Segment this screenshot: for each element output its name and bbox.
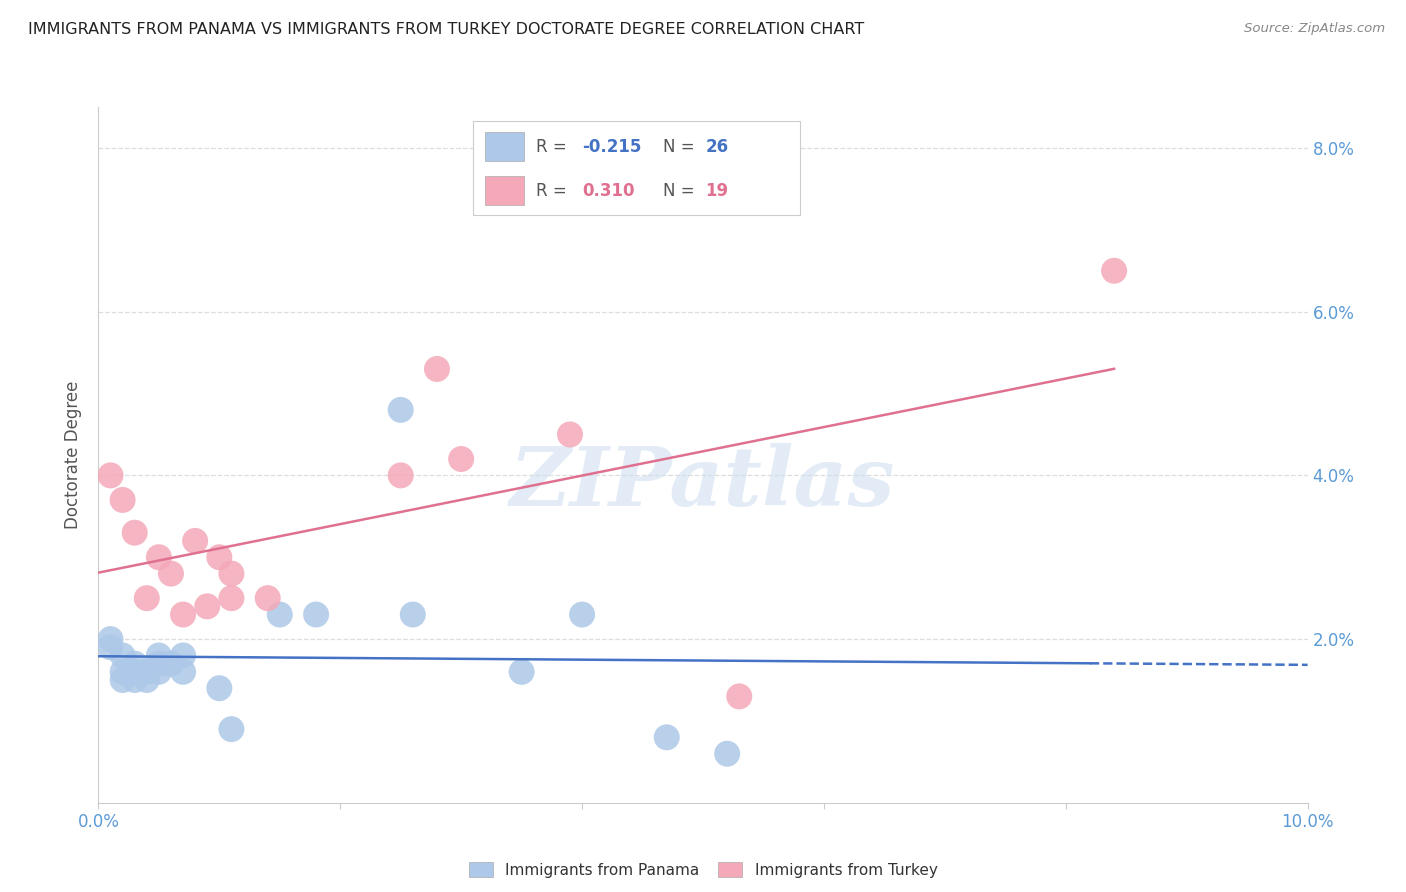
Point [111, 665, 134, 679]
FancyBboxPatch shape [485, 132, 524, 161]
Point [426, 362, 449, 376]
Point [510, 665, 533, 679]
Point [172, 648, 194, 663]
Point [305, 607, 328, 622]
Point [124, 665, 146, 679]
FancyBboxPatch shape [485, 177, 524, 205]
Text: -0.215: -0.215 [582, 137, 641, 156]
Point [135, 665, 157, 679]
Point [208, 550, 231, 565]
Point [148, 550, 170, 565]
Point [402, 607, 425, 622]
Point [172, 665, 194, 679]
Point [221, 566, 243, 581]
Point [184, 533, 207, 548]
Point [124, 657, 146, 671]
Text: 19: 19 [706, 182, 728, 200]
Point [148, 665, 170, 679]
Point [655, 731, 678, 745]
Point [111, 648, 134, 663]
Point [100, 468, 122, 483]
Point [135, 673, 157, 687]
Legend: Immigrants from Panama, Immigrants from Turkey: Immigrants from Panama, Immigrants from … [461, 855, 945, 886]
Point [256, 591, 278, 606]
Point [111, 673, 134, 687]
Text: IMMIGRANTS FROM PANAMA VS IMMIGRANTS FROM TURKEY DOCTORATE DEGREE CORRELATION CH: IMMIGRANTS FROM PANAMA VS IMMIGRANTS FRO… [28, 22, 865, 37]
Point [172, 607, 194, 622]
Text: 26: 26 [706, 137, 728, 156]
Point [148, 648, 170, 663]
Point [221, 722, 243, 736]
Text: N =: N = [664, 182, 700, 200]
Text: ZIPatlas: ZIPatlas [510, 442, 896, 523]
Point [148, 657, 170, 671]
Point [716, 747, 738, 761]
Point [389, 403, 412, 417]
Point [571, 607, 593, 622]
Text: R =: R = [536, 137, 572, 156]
Point [124, 525, 146, 540]
Point [135, 591, 157, 606]
Point [1102, 264, 1125, 278]
Point [728, 690, 751, 704]
Point [100, 632, 122, 646]
Text: N =: N = [664, 137, 700, 156]
Point [208, 681, 231, 696]
Point [124, 673, 146, 687]
Point [450, 452, 472, 467]
Point [100, 640, 122, 655]
Text: Source: ZipAtlas.com: Source: ZipAtlas.com [1244, 22, 1385, 36]
Point [558, 427, 581, 442]
Point [221, 591, 243, 606]
Text: 0.310: 0.310 [582, 182, 634, 200]
Text: R =: R = [536, 182, 578, 200]
Point [195, 599, 218, 614]
Point [269, 607, 291, 622]
FancyBboxPatch shape [474, 121, 800, 215]
Point [160, 657, 183, 671]
Point [111, 492, 134, 507]
Y-axis label: Doctorate Degree: Doctorate Degree [65, 381, 83, 529]
Point [389, 468, 412, 483]
Point [160, 566, 183, 581]
